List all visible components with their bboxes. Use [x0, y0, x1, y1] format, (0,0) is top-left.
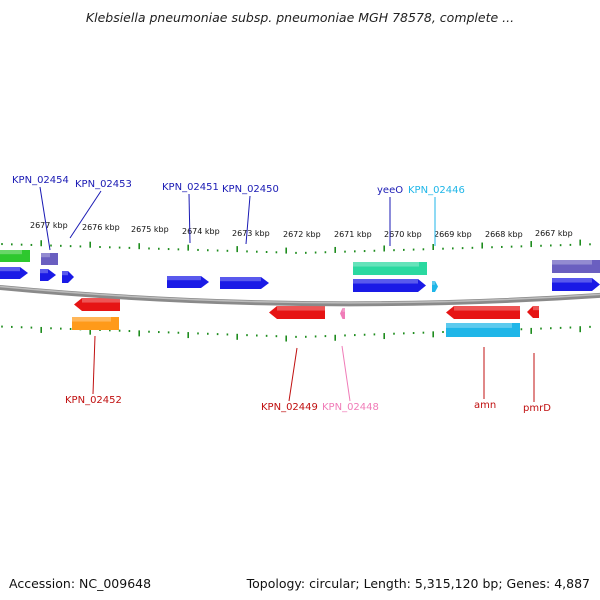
- gene-labels: KPN_02454 KPN_02453 KPN_02451 KPN_02450 yeeO…: [12, 175, 551, 414]
- scale-label: 2673 kbp: [232, 229, 270, 238]
- map-title: Klebsiella pneumoniae subsp. pneumoniae …: [85, 10, 515, 25]
- feature-red-1[interactable]: [74, 298, 120, 311]
- scale-label: 2676 kbp: [82, 223, 120, 232]
- feature-purple-small[interactable]: [41, 253, 58, 265]
- scale-label: 2672 kbp: [283, 230, 321, 239]
- feature-pink-small[interactable]: [340, 308, 345, 319]
- bottom-tick-ruler: [1, 325, 591, 342]
- genome-stats-text: Topology: circular; Length: 5,315,120 bp…: [246, 576, 590, 591]
- leader-line: [288, 347, 298, 402]
- leader-line: [39, 186, 51, 251]
- gene-label-top[interactable]: KPN_02450: [222, 184, 279, 195]
- feature-green-top-left[interactable]: [0, 250, 30, 262]
- scale-label: 2674 kbp: [182, 227, 220, 236]
- gene-label-top[interactable]: KPN_02451: [162, 182, 219, 193]
- scale-label: 2671 kbp: [334, 230, 372, 239]
- leader-line: [92, 335, 96, 395]
- gene-label-top[interactable]: KPN_02446: [408, 185, 465, 196]
- leader-line: [69, 190, 102, 239]
- scale-label: 2669 kbp: [434, 230, 472, 239]
- top-tick-ruler: [1, 239, 591, 254]
- genome-backbone: [0, 284, 600, 307]
- accession-text: Accession: NC_009648: [9, 576, 152, 591]
- feature-blue-2[interactable]: [40, 269, 56, 281]
- feature-blue-5[interactable]: [220, 277, 269, 289]
- feature-tracks: [0, 250, 600, 337]
- leader-line: [245, 195, 251, 245]
- scale-label: 2675 kbp: [131, 225, 169, 234]
- label-leader-lines: [39, 186, 535, 402]
- scale-label: 2670 kbp: [384, 230, 422, 239]
- feature-red-2[interactable]: [269, 306, 325, 319]
- leader-line: [341, 345, 351, 402]
- feature-lightblue-bottom[interactable]: [446, 323, 520, 337]
- leader-line: [188, 193, 191, 244]
- gene-label-bottom[interactable]: KPN_02449: [261, 402, 318, 413]
- feature-teal[interactable]: [353, 262, 427, 275]
- feature-red-pmrd[interactable]: [527, 306, 539, 318]
- gene-label-top[interactable]: KPN_02453: [75, 179, 132, 190]
- gene-label-top[interactable]: yeeO: [377, 185, 403, 196]
- gene-label-bottom[interactable]: pmrD: [523, 403, 551, 414]
- feature-blue-1[interactable]: [0, 267, 28, 279]
- gene-label-bottom[interactable]: KPN_02452: [65, 395, 122, 406]
- feature-blue-yeeo[interactable]: [353, 279, 426, 292]
- feature-blue-right[interactable]: [552, 278, 600, 291]
- feature-red-amn[interactable]: [446, 306, 520, 319]
- feature-blue-3[interactable]: [62, 271, 74, 283]
- scale-labels: 2677 kbp 2676 kbp 2675 kbp 2674 kbp 2673 kbp…: [30, 221, 573, 239]
- gene-label-top[interactable]: KPN_02454: [12, 175, 69, 186]
- scale-label: 2677 kbp: [30, 221, 68, 230]
- feature-purple-right[interactable]: [552, 260, 600, 273]
- feature-blue-4[interactable]: [167, 276, 209, 288]
- gene-label-bottom[interactable]: KPN_02448: [322, 402, 379, 413]
- feature-lightblue-small[interactable]: [432, 281, 438, 292]
- scale-label: 2668 kbp: [485, 230, 523, 239]
- scale-label: 2667 kbp: [535, 229, 573, 238]
- gene-label-bottom[interactable]: amn: [474, 400, 496, 411]
- genome-backbone-shade: [0, 285, 600, 304]
- feature-orange[interactable]: [72, 317, 119, 330]
